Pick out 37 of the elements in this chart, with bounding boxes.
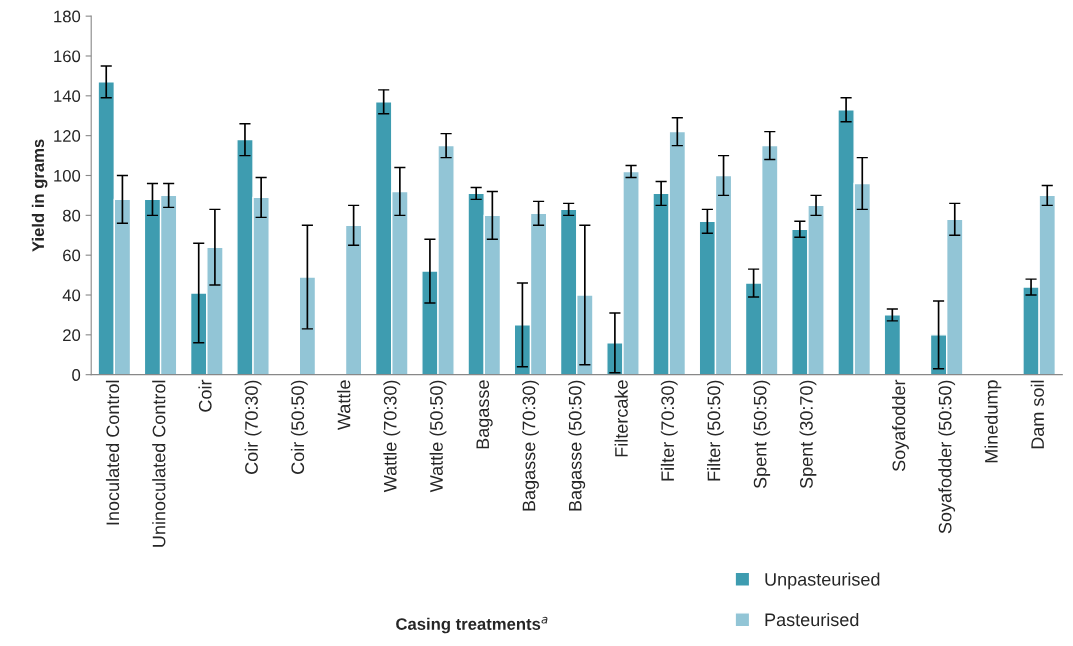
x-tick-label: Bagasse	[476, 380, 493, 449]
x-tick-label: Filter (50:50)	[707, 380, 724, 481]
x-axis-title: Casing treatments$^{a}$	[396, 616, 548, 634]
y-tick-label: 160	[54, 50, 81, 63]
y-tick-label: 0	[72, 369, 81, 381]
x-tick-label: Wattle (70:30)	[383, 380, 401, 493]
x-tick-label: Wattle (50:50)	[429, 380, 447, 493]
y-tick-label: 20	[63, 329, 81, 342]
y-tick-label: 60	[63, 249, 81, 262]
x-tick-label: Filtercake	[614, 380, 628, 457]
y-tick-label: 80	[62, 209, 81, 222]
x-tick-label: Soyafodder	[892, 379, 909, 472]
x-tick-label: Minedump	[984, 380, 1002, 463]
x-tick-label: Coir (70:30)	[244, 380, 262, 474]
x-tick-label: Wattle	[337, 380, 351, 430]
y-tick-label: 40	[62, 289, 81, 302]
bar	[298, 276, 317, 375]
x-tick-label: Spent (50:50)	[753, 380, 771, 489]
x-tick-label: Coir (50:50)	[290, 380, 308, 474]
x-tick-label: Filter (70:30)	[660, 380, 678, 481]
x-tick-label: Bagasse (50:50)	[568, 380, 586, 511]
x-tick-label: Coir	[198, 379, 212, 412]
y-tick-label: 180	[54, 10, 81, 23]
y-axis-title: Yield in grams	[31, 139, 48, 252]
x-tick-label: Inoculated Control	[105, 380, 120, 525]
y-tick-label: 120	[54, 130, 81, 142]
bar	[883, 314, 902, 375]
y-tick-label: 100	[54, 169, 81, 182]
x-tick-label: Bagasse (70:30)	[522, 380, 539, 511]
x-tick-label: Soyafodder (50:50)	[938, 380, 956, 534]
legend-label: Unpasteurised	[765, 572, 880, 590]
x-tick-label: Uninoculated Control	[152, 380, 166, 547]
x-tick-label: Dam soil	[1030, 380, 1044, 449]
legend-label: Pasteurised	[765, 612, 859, 627]
x-tick-label: Spent (30:70)	[799, 380, 817, 489]
y-tick-label: 140	[54, 90, 81, 103]
bar	[344, 224, 363, 375]
